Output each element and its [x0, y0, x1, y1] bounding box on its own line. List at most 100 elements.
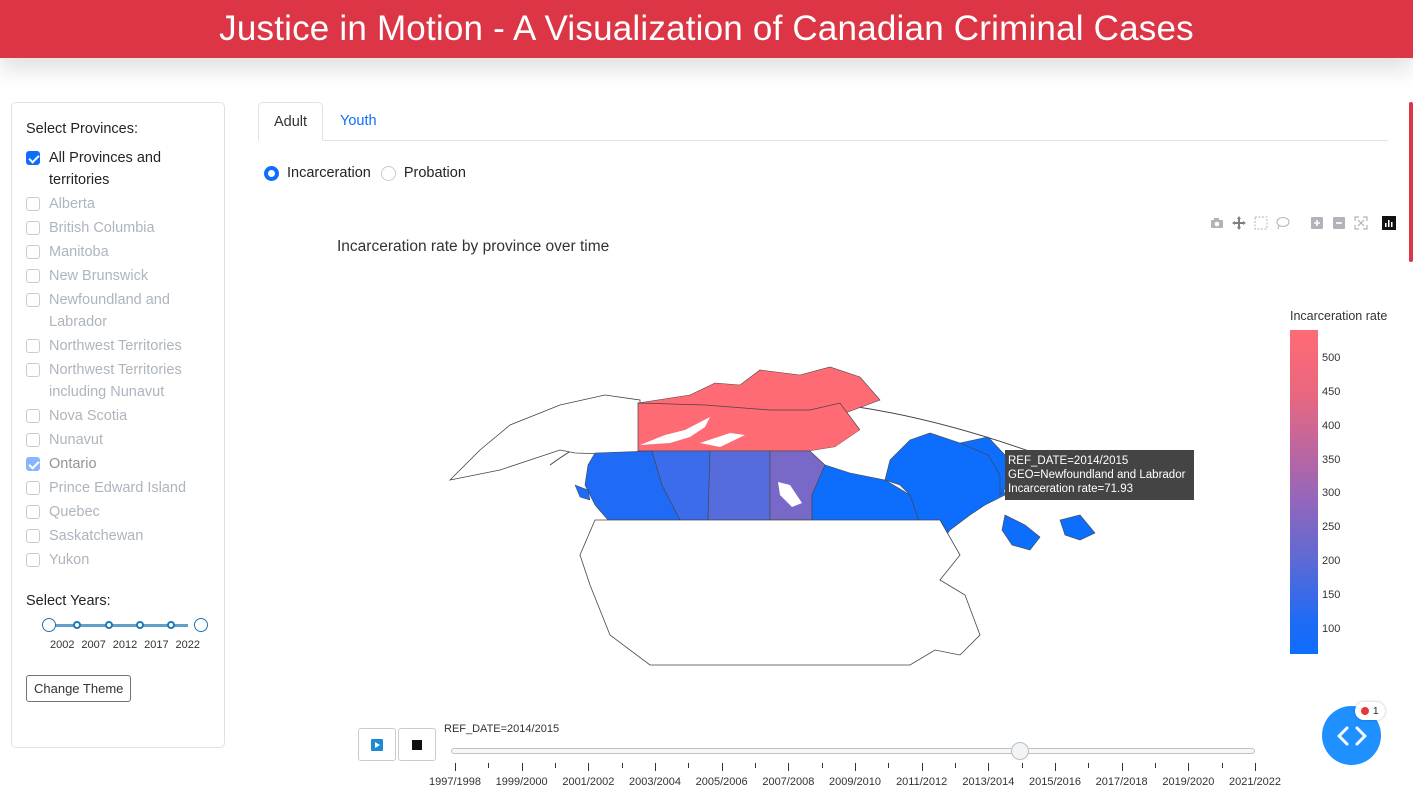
province-item-new-brunswick[interactable]: New Brunswick [26, 265, 210, 287]
slider-tick-label[interactable]: 2003/2004 [629, 776, 681, 788]
slider-tick-label[interactable]: 2015/2016 [1029, 776, 1081, 788]
autoscale-icon[interactable] [1354, 216, 1368, 230]
slider-tick-label[interactable]: 2009/2010 [829, 776, 881, 788]
year-range-handle-start[interactable] [42, 618, 56, 632]
frame-slider-handle[interactable] [1011, 742, 1029, 760]
slider-tick [621, 763, 623, 768]
region-newfoundland-and-labrador[interactable] [959, 436, 1009, 496]
great-slave-lake [700, 433, 745, 447]
checkbox-icon[interactable] [26, 245, 40, 259]
pan-icon[interactable] [1232, 216, 1246, 230]
checkbox-icon[interactable] [26, 529, 40, 543]
tab-youth[interactable]: Youth [340, 113, 377, 129]
province-item-newfoundland[interactable]: Newfoundland and Labrador [26, 289, 210, 333]
slider-tick-label[interactable]: 2021/2022 [1229, 776, 1281, 788]
province-item-nwt-including-nunavut[interactable]: Northwest Territories including Nunavut [26, 359, 210, 403]
province-item-pei[interactable]: Prince Edward Island [26, 477, 210, 499]
checkbox-icon[interactable] [26, 269, 40, 283]
slider-tick-label[interactable]: 1999/2000 [495, 776, 548, 788]
plot-modebar [1210, 216, 1396, 230]
province-item-all[interactable]: All Provinces and territories [26, 147, 210, 191]
slider-tick [455, 763, 456, 771]
province-item-british-columbia[interactable]: British Columbia [26, 217, 210, 239]
colorbar-tick: 200 [1322, 555, 1341, 567]
tooltip-line-value: Incarceration rate=71.93 [1008, 483, 1133, 495]
province-item-nunavut[interactable]: Nunavut [26, 429, 210, 451]
frame-slider-track[interactable] [451, 748, 1255, 754]
slider-tick-label[interactable]: 2019/2020 [1162, 776, 1215, 788]
checkbox-icon[interactable] [26, 433, 40, 447]
plotly-logo-icon[interactable] [1382, 216, 1396, 230]
checkbox-icon[interactable] [26, 553, 40, 567]
checkbox-icon[interactable] [26, 505, 40, 519]
slider-tick-label[interactable]: 2007/2008 [762, 776, 815, 788]
usa-outline [579, 519, 981, 666]
checkbox-icon[interactable] [26, 409, 40, 423]
year-range-handle-end[interactable] [194, 618, 208, 632]
zoom-in-icon[interactable] [1310, 216, 1324, 230]
slider-tick [788, 763, 790, 771]
region-quebec[interactable] [884, 432, 1006, 546]
year-range-mark [73, 621, 81, 629]
checkbox-icon[interactable] [26, 363, 40, 377]
slider-tick [1021, 763, 1023, 768]
checkbox-icon[interactable] [26, 481, 40, 495]
province-item-yukon[interactable]: Yukon [26, 549, 210, 571]
slider-tick-label[interactable]: 1997/1998 [429, 776, 481, 788]
region-saskatchewan[interactable] [707, 450, 771, 521]
year-range-mark [136, 621, 144, 629]
camera-icon[interactable] [1210, 216, 1224, 230]
slider-tick-label[interactable]: 2011/2012 [896, 776, 948, 788]
radio-incarceration-label[interactable]: Incarceration [287, 165, 371, 181]
scrollbar-thumb[interactable] [1409, 102, 1413, 262]
year-mark-label: 2022 [175, 639, 200, 651]
slider-tick [855, 763, 856, 771]
tab-adult[interactable]: Adult [258, 102, 324, 141]
region-northwest-territories-nunavut[interactable] [637, 402, 861, 452]
checkbox-icon[interactable] [26, 339, 40, 353]
region-newfoundland-island[interactable] [1059, 514, 1096, 541]
radio-probation[interactable] [380, 165, 396, 181]
province-checklist: All Provinces and territories Alberta Br… [26, 147, 210, 571]
province-label: Alberta [49, 196, 95, 212]
radio-incarceration[interactable] [264, 165, 279, 181]
slider-tick-label[interactable]: 2013/2014 [962, 776, 1015, 788]
checkbox-icon[interactable] [26, 151, 40, 165]
province-item-saskatchewan[interactable]: Saskatchewan [26, 525, 210, 547]
province-item-quebec[interactable]: Quebec [26, 501, 210, 523]
checkbox-icon[interactable] [26, 197, 40, 211]
lasso-icon[interactable] [1276, 216, 1290, 230]
hover-tooltip: REF_DATE=2014/2015 GEO=Newfoundland and … [1005, 450, 1194, 500]
checkbox-icon[interactable] [26, 293, 40, 307]
box-select-icon[interactable] [1254, 216, 1268, 230]
slider-tick [721, 763, 723, 771]
canada-choropleth-map[interactable] [440, 355, 1110, 670]
slider-tick [888, 763, 890, 768]
checkbox-icon[interactable] [26, 457, 40, 471]
region-maritimes[interactable] [1001, 514, 1041, 551]
colorbar [1290, 330, 1318, 654]
change-theme-button[interactable]: Change Theme [26, 675, 132, 702]
radio-probation-label[interactable]: Probation [403, 165, 466, 181]
province-item-ontario[interactable]: Ontario [26, 453, 210, 475]
slider-tick-label[interactable]: 2001/2002 [562, 776, 615, 788]
checkbox-icon[interactable] [26, 221, 40, 235]
region-vancouver-island[interactable] [574, 484, 591, 501]
slider-tick-label[interactable]: 2005/2006 [695, 776, 748, 788]
year-range-labels: 2002 2007 2012 2017 2022 [50, 639, 200, 651]
province-item-manitoba[interactable]: Manitoba [26, 241, 210, 263]
play-button[interactable] [358, 728, 396, 761]
stop-button[interactable] [398, 728, 436, 761]
notification-badge[interactable]: 1 [1355, 702, 1385, 720]
code-toggle-button[interactable] [1322, 706, 1381, 765]
province-item-alberta[interactable]: Alberta [26, 193, 210, 215]
province-item-northwest-territories[interactable]: Northwest Territories [26, 335, 210, 357]
province-item-nova-scotia[interactable]: Nova Scotia [26, 405, 210, 427]
province-label: Yukon [49, 552, 90, 568]
slider-current-value: REF_DATE=2014/2015 [444, 723, 560, 735]
zoom-out-icon[interactable] [1332, 216, 1346, 230]
year-range-slider[interactable] [28, 617, 208, 635]
slider-tick [921, 763, 923, 771]
slider-tick-label[interactable]: 2017/2018 [1095, 776, 1148, 788]
slider-tick [988, 763, 990, 771]
